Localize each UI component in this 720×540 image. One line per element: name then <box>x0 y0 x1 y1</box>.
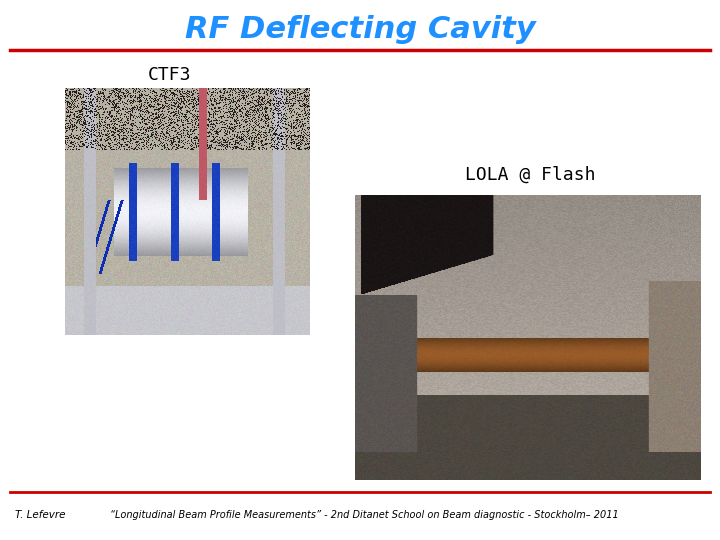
Text: LOLA @ Flash: LOLA @ Flash <box>464 166 595 184</box>
Text: T. Lefevre: T. Lefevre <box>15 510 66 520</box>
Text: “Longitudinal Beam Profile Measurements” - 2nd Ditanet School on Beam diagnostic: “Longitudinal Beam Profile Measurements”… <box>110 510 618 520</box>
Text: RF Deflecting Cavity: RF Deflecting Cavity <box>184 16 536 44</box>
Text: Courtesy: M. Nagl: Courtesy: M. Nagl <box>580 446 685 458</box>
Text: CTF3: CTF3 <box>148 66 192 84</box>
